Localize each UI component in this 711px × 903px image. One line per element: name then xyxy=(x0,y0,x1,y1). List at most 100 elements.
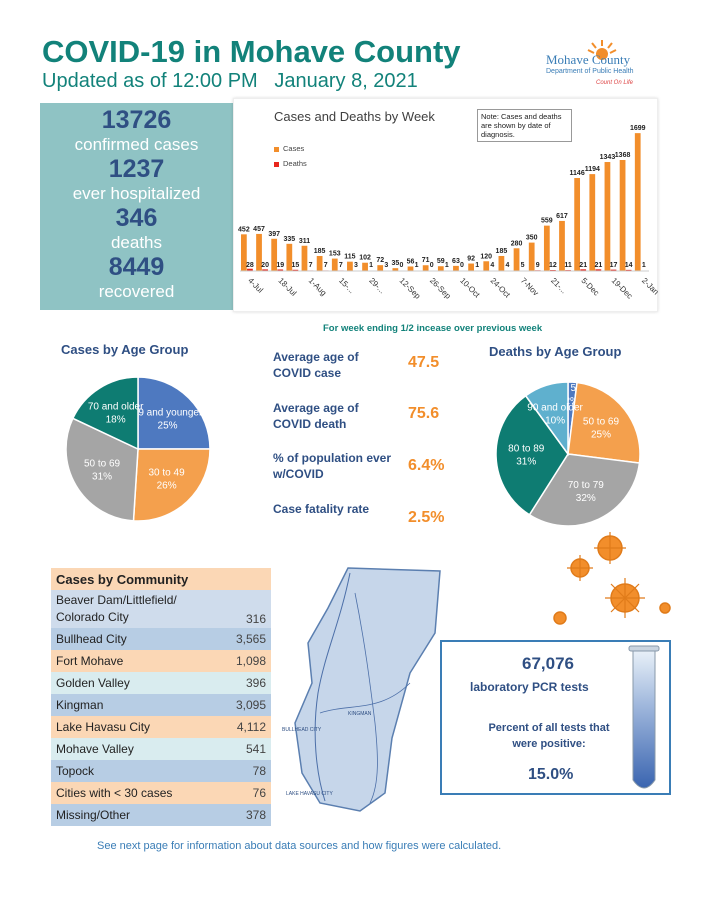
weekly-chart-svg: 4522845720397193351531171857153711531021… xyxy=(238,125,659,301)
death-data-label: 3 xyxy=(384,262,388,269)
pie-slice xyxy=(132,448,211,522)
community-name-line1: Beaver Dam/Littlefield/ xyxy=(56,593,177,607)
case-data-label: 1146 xyxy=(570,170,585,177)
case-data-label: 59 xyxy=(437,258,445,265)
lab-tests-count: 67,076 xyxy=(522,654,574,673)
death-bar xyxy=(580,269,587,271)
community-name: Fort Mohave xyxy=(56,654,124,668)
death-data-label: 1 xyxy=(369,262,373,269)
pie-label: 50 to 69 xyxy=(583,416,620,427)
case-bar xyxy=(634,133,641,271)
x-tick-label: 4-Jul xyxy=(246,276,265,295)
pie-slice xyxy=(71,376,139,451)
case-bar xyxy=(498,255,505,271)
cases-age-title: Cases by Age Group xyxy=(61,342,189,357)
community-name-line2: Colorado City xyxy=(56,610,129,624)
weekly-chart: Cases and Deaths by Week Note: Cases and… xyxy=(233,98,659,312)
case-data-label: 1699 xyxy=(630,125,646,132)
case-data-label: 185 xyxy=(496,248,508,255)
case-data-label: 102 xyxy=(359,255,371,262)
death-data-label: 5 xyxy=(521,262,525,269)
community-value: 3,565 xyxy=(235,632,266,646)
pie-percent: 10% xyxy=(545,415,565,426)
x-tick-label: 5-Dec xyxy=(579,276,600,297)
pie-label: 90 and older xyxy=(527,402,583,413)
community-table-title: Cases by Community xyxy=(56,571,189,587)
pie-slice xyxy=(495,394,569,516)
legend-cases: Cases xyxy=(274,144,304,153)
community-value: 76 xyxy=(252,786,266,800)
community-value: 3,095 xyxy=(235,698,266,712)
avg-age-case-value: 47.5 xyxy=(408,354,440,371)
pie-slice xyxy=(524,381,569,457)
recovered-label: recovered xyxy=(98,282,175,301)
confirmed-cases-count: 13726 xyxy=(101,106,172,134)
community-name: Missing/Other xyxy=(56,808,131,822)
case-data-label: 185 xyxy=(314,248,326,255)
death-data-label: 12 xyxy=(549,262,557,269)
table-row: Lake Havasu City 4,112 xyxy=(51,716,271,738)
case-data-label: 559 xyxy=(541,218,553,225)
x-tick-label: 10-Oct xyxy=(458,276,482,300)
case-data-label: 92 xyxy=(467,256,475,263)
community-name: Topock xyxy=(56,764,95,778)
table-row: Beaver Dam/Littlefield/Colorado City 316 xyxy=(51,590,271,628)
death-data-label: 21 xyxy=(594,262,602,269)
case-data-label: 617 xyxy=(556,213,568,220)
death-data-label: 7 xyxy=(339,262,343,269)
death-data-label: 0 xyxy=(399,262,403,269)
case-bar xyxy=(437,266,444,271)
cfr-value: 2.5% xyxy=(408,509,445,526)
page-title: COVID-19 in Mohave County xyxy=(42,34,461,69)
x-tick-label: 18-Jul xyxy=(276,276,298,298)
x-tick-label: 15-... xyxy=(337,276,356,295)
table-row: Topock 78 xyxy=(51,760,271,782)
road-line xyxy=(319,682,411,714)
case-bar xyxy=(241,234,247,271)
case-data-label: 311 xyxy=(299,238,310,245)
case-data-label: 350 xyxy=(526,235,538,242)
death-bar xyxy=(247,268,253,271)
pie-percent: 25% xyxy=(158,420,178,431)
death-data-label: 1 xyxy=(415,262,419,269)
community-name: Mohave Valley xyxy=(56,742,134,756)
pct-pop-value: 6.4% xyxy=(408,457,445,474)
death-data-label: 11 xyxy=(564,262,572,269)
case-bar xyxy=(331,258,338,271)
death-data-label: 1 xyxy=(445,262,449,269)
community-name: Cities with < 30 cases xyxy=(56,786,173,800)
river-line xyxy=(314,572,351,802)
community-value: 378 xyxy=(245,808,266,822)
x-tick-label: 1-Aug xyxy=(307,276,328,297)
case-data-label: 115 xyxy=(344,254,355,261)
case-data-label: 153 xyxy=(329,251,341,258)
community-table: Cases by Community Beaver Dam/Littlefiel… xyxy=(51,568,271,826)
case-bar xyxy=(574,178,581,271)
community-value: 1,098 xyxy=(235,654,266,668)
cfr-label: Case fatality rate xyxy=(273,502,370,516)
case-data-label: 452 xyxy=(238,226,250,233)
deaths-count: 346 xyxy=(115,204,158,232)
legend-deaths-label: Deaths xyxy=(283,159,307,168)
virus-illustration-icon xyxy=(553,532,671,625)
community-value: 541 xyxy=(245,742,266,756)
pie-percent: 31% xyxy=(516,456,536,467)
death-data-label: 19 xyxy=(276,262,284,269)
x-tick-label: 2-Jan xyxy=(640,276,659,297)
case-data-label: 1194 xyxy=(585,166,600,173)
community-name: Lake Havasu City xyxy=(56,720,151,734)
updated-timestamp: Updated as of 12:00 PM January 8, 2021 xyxy=(42,70,418,92)
case-data-label: 63 xyxy=(452,258,460,265)
case-bar xyxy=(528,242,535,271)
hospitalized-label: ever hospitalized xyxy=(72,184,201,203)
death-bar xyxy=(292,269,299,271)
x-tick-label: 21-... xyxy=(549,276,568,295)
case-data-label: 457 xyxy=(253,226,265,233)
case-bar xyxy=(286,243,293,271)
death-data-label: 1 xyxy=(475,262,479,269)
death-data-label: 0 xyxy=(430,262,434,269)
pie-slice xyxy=(65,417,139,522)
pie-label: 50 to 69 xyxy=(84,458,121,469)
avg-age-death-label: Average age of COVID death xyxy=(273,401,359,431)
case-bar xyxy=(271,238,278,271)
